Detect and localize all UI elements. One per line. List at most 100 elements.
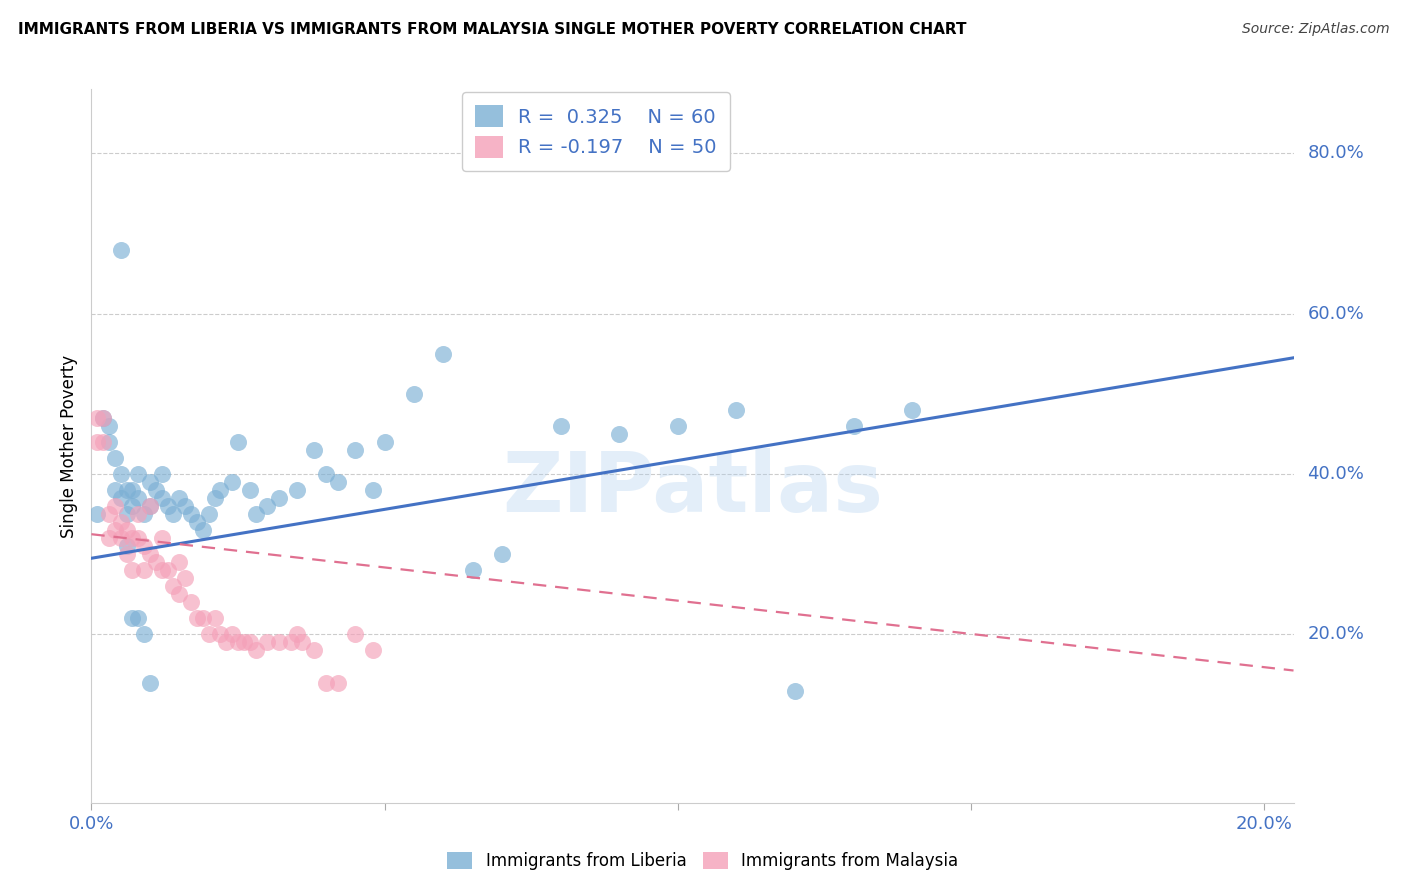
Text: ZIPatlas: ZIPatlas (502, 449, 883, 529)
Point (98, 419, 121, 434)
Point (139, 499, 162, 513)
Point (139, 475, 162, 489)
Point (245, 643, 267, 657)
Point (550, 419, 572, 434)
Point (315, 675, 337, 690)
Point (221, 627, 243, 641)
Point (280, 635, 302, 649)
Point (121, 499, 143, 513)
Point (374, 435, 396, 450)
Point (285, 627, 308, 641)
Point (91, 435, 114, 450)
Point (315, 467, 337, 481)
Point (121, 611, 143, 625)
Text: Source: ZipAtlas.com: Source: ZipAtlas.com (1241, 22, 1389, 37)
Point (139, 675, 162, 690)
Point (221, 475, 243, 489)
Point (291, 635, 314, 649)
Point (127, 531, 149, 545)
Point (174, 499, 197, 513)
Point (245, 507, 267, 521)
Legend: R =  0.325    N = 60, R = -0.197    N = 50: R = 0.325 N = 60, R = -0.197 N = 50 (461, 92, 730, 171)
Point (169, 587, 191, 601)
Point (256, 499, 278, 513)
Point (204, 491, 226, 505)
Point (186, 611, 208, 625)
Point (232, 635, 254, 649)
Point (209, 483, 232, 497)
Point (150, 491, 173, 505)
Point (239, 635, 262, 649)
Point (156, 499, 179, 513)
Point (127, 467, 149, 481)
Point (104, 483, 127, 497)
Point (134, 507, 156, 521)
Point (302, 442, 325, 457)
Point (145, 555, 167, 569)
Point (115, 539, 138, 553)
Point (191, 523, 214, 537)
Point (98, 435, 121, 450)
Text: IMMIGRANTS FROM LIBERIA VS IMMIGRANTS FROM MALAYSIA SINGLE MOTHER POVERTY CORREL: IMMIGRANTS FROM LIBERIA VS IMMIGRANTS FR… (18, 22, 967, 37)
Point (197, 627, 219, 641)
Point (121, 531, 143, 545)
Point (98, 507, 121, 521)
Point (169, 491, 191, 505)
Point (842, 419, 865, 434)
Point (725, 403, 748, 417)
Point (86, 411, 108, 425)
Point (491, 547, 513, 561)
Point (91, 411, 114, 425)
Point (127, 507, 149, 521)
Point (302, 643, 325, 657)
Point (162, 579, 184, 593)
Point (104, 499, 127, 513)
Point (239, 483, 262, 497)
Point (226, 635, 249, 649)
Point (361, 643, 384, 657)
Point (607, 427, 630, 442)
Point (110, 467, 132, 481)
Point (115, 507, 138, 521)
Point (104, 523, 127, 537)
Point (226, 435, 249, 450)
Text: 80.0%: 80.0% (1308, 145, 1364, 162)
Point (326, 675, 349, 690)
Point (134, 539, 156, 553)
Legend: Immigrants from Liberia, Immigrants from Malaysia: Immigrants from Liberia, Immigrants from… (440, 845, 966, 877)
Point (197, 507, 219, 521)
Point (186, 515, 208, 529)
Point (150, 563, 173, 577)
Point (150, 467, 173, 481)
Point (191, 611, 214, 625)
Point (361, 483, 384, 497)
Point (127, 611, 149, 625)
Point (110, 243, 132, 257)
Point (256, 635, 278, 649)
Y-axis label: Single Mother Poverty: Single Mother Poverty (59, 354, 77, 538)
Point (86, 507, 108, 521)
Point (326, 475, 349, 489)
Point (169, 555, 191, 569)
Point (901, 403, 924, 417)
Point (115, 547, 138, 561)
Point (110, 515, 132, 529)
Point (215, 635, 238, 649)
Point (115, 523, 138, 537)
Point (432, 347, 454, 361)
Point (267, 635, 290, 649)
Point (134, 627, 156, 641)
Point (86, 435, 108, 450)
Point (104, 450, 127, 465)
Point (156, 563, 179, 577)
Text: 40.0%: 40.0% (1308, 465, 1364, 483)
Point (180, 507, 202, 521)
Point (121, 483, 143, 497)
Point (204, 611, 226, 625)
Point (110, 531, 132, 545)
Point (139, 499, 162, 513)
Point (267, 491, 290, 505)
Point (783, 683, 806, 698)
Point (162, 507, 184, 521)
Point (150, 531, 173, 545)
